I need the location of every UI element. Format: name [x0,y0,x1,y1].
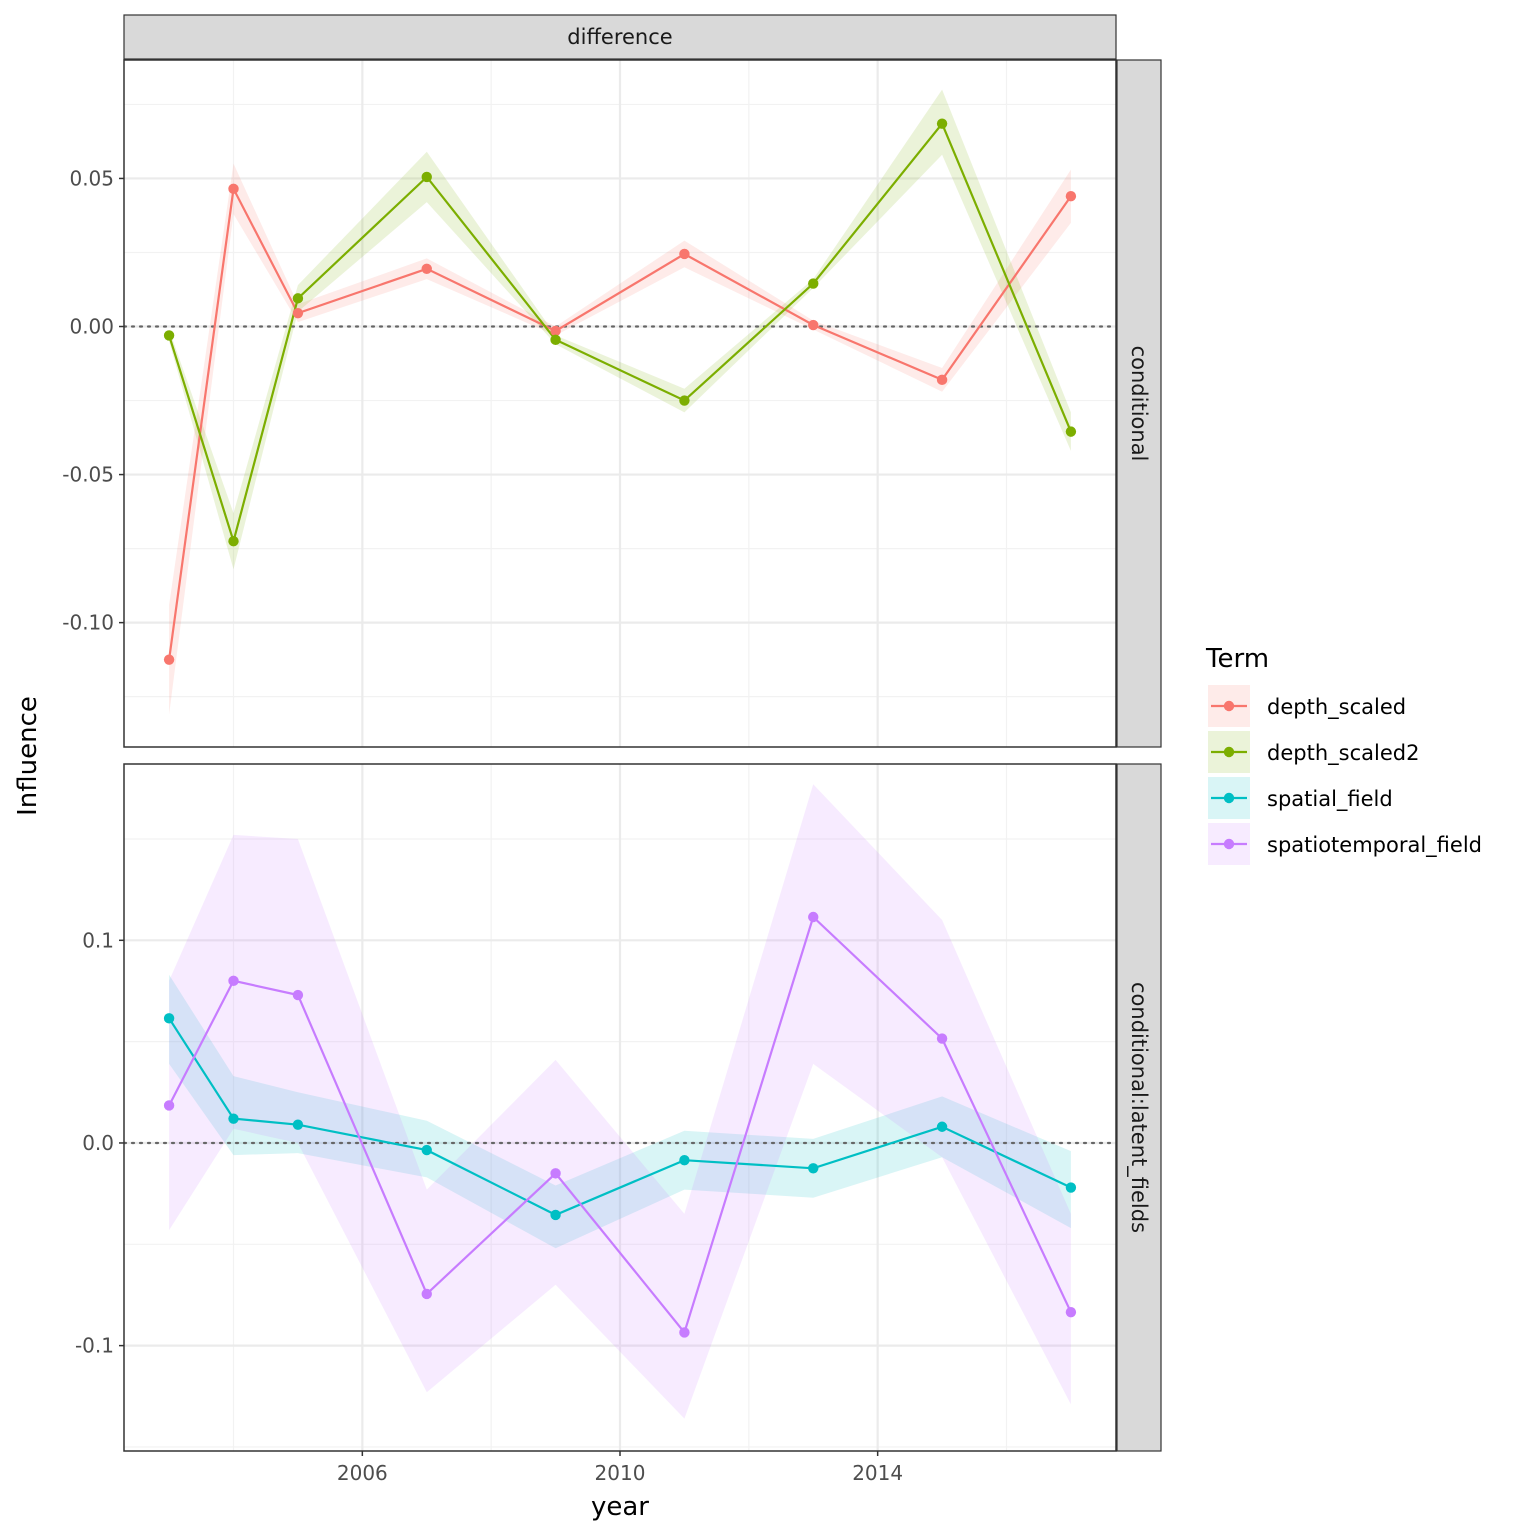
data-point-spatial_field [1065,1182,1077,1193]
data-point-depth_scaled [550,325,561,337]
data-point-depth_scaled2 [292,293,304,304]
data-point-spatial_field [808,1163,819,1174]
legend: Term depth_scaled depth_scaled2 spatial_fie… [1205,644,1482,865]
panel-1: -0.1 0.0 0.1 conditional:latent_fields [75,763,1162,1452]
legend-point-depth_scaled [1223,700,1235,712]
ribbon-spatial_field [169,974,1071,1249]
data-point-depth_scaled2 [228,535,239,547]
legend-title: Term [1205,644,1269,674]
column-strip [123,14,1117,60]
panel-0: -0.10 -0.05 0.00 0.05 conditional [62,59,1162,748]
row-strip [1116,763,1162,1452]
legend-label-depth_scaled: depth_scaled [1267,695,1406,720]
y-tick-label: -0.10 [62,611,114,635]
x-axis-title: year [591,1492,649,1522]
data-point-spatial_field [550,1209,561,1221]
data-point-depth_scaled2 [1065,426,1077,437]
data-point-depth_scaled [292,307,304,319]
data-point-spatial_field [936,1121,948,1132]
data-point-spatiotemporal_field [228,975,239,987]
y-tick-label: 0.05 [69,166,114,190]
x-tick-label: 2006 [337,1461,388,1485]
data-point-depth_scaled [421,263,432,274]
legend-point-spatiotemporal_field [1223,838,1235,850]
legend-point-spatial_field [1223,792,1235,804]
data-point-spatiotemporal_field [1065,1306,1077,1318]
x-tick-label: 2014 [852,1461,903,1485]
x-tick-label: 2010 [595,1461,646,1485]
column-strip-label: difference [567,25,672,49]
panel-grid [124,764,1116,1451]
data-point-spatiotemporal_field [292,989,304,1001]
data-point-depth_scaled2 [936,118,948,129]
data-point-depth_scaled [936,374,948,386]
data-point-spatiotemporal_field [550,1168,561,1179]
row-strip-label: conditional:latent_fields [1126,982,1151,1233]
data-point-spatiotemporal_field [808,911,819,923]
data-point-depth_scaled2 [550,334,561,346]
data-point-spatial_field [679,1154,690,1166]
data-point-spatial_field [228,1113,239,1124]
ribbon-spatiotemporal_field [169,784,1071,1419]
y-tick-label: -0.1 [75,1334,114,1358]
y-axis-title: Influence [13,696,43,816]
data-point-depth_scaled [679,248,690,260]
data-point-spatiotemporal_field [421,1288,432,1300]
data-point-depth_scaled [1065,191,1077,202]
y-tick-label: -0.05 [62,463,114,487]
data-point-spatial_field [421,1144,432,1156]
row-strip [1116,59,1162,748]
legend-point-depth_scaled2 [1223,746,1235,758]
data-point-depth_scaled [228,183,239,195]
legend-label-spatial_field: spatial_field [1267,787,1393,812]
panel-data [124,89,1116,715]
panel-data [124,784,1116,1419]
panel-grid [124,60,1116,747]
data-point-depth_scaled [163,654,175,665]
data-point-spatiotemporal_field [679,1327,690,1338]
data-point-depth_scaled2 [163,330,175,341]
row-strip-label: conditional [1127,346,1151,462]
y-tick-label: 0.1 [82,928,114,952]
data-point-spatial_field [292,1119,304,1130]
data-point-depth_scaled2 [808,278,819,289]
data-point-depth_scaled2 [421,171,432,183]
legend-label-depth_scaled2: depth_scaled2 [1267,741,1419,766]
ribbon-depth_scaled2 [169,89,1071,570]
y-tick-label: 0.00 [69,315,114,339]
panel-border [123,59,1117,748]
legend-label-spatiotemporal_field: spatiotemporal_field [1267,833,1482,858]
y-tick-label: 0.0 [82,1131,114,1155]
data-point-spatiotemporal_field [936,1033,948,1044]
data-point-depth_scaled [808,319,819,331]
data-point-depth_scaled2 [679,395,690,406]
data-point-spatiotemporal_field [163,1100,175,1111]
data-point-spatial_field [163,1013,175,1024]
